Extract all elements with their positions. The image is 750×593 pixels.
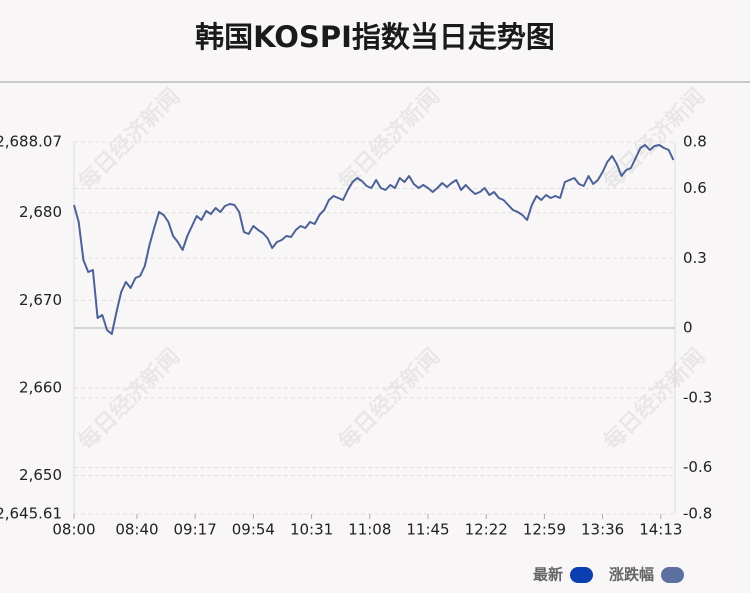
legend-label: 最新 bbox=[533, 566, 563, 584]
legend-label: 涨跌幅 bbox=[609, 566, 654, 584]
x-tick-label: 09:54 bbox=[232, 521, 275, 539]
x-tick-label: 08:00 bbox=[52, 521, 95, 539]
watermark: 每日经济新闻 bbox=[73, 343, 185, 455]
x-tick-label: 12:59 bbox=[523, 521, 566, 539]
y2-tick-label: -0.8 bbox=[683, 505, 712, 523]
legend-swatch bbox=[570, 567, 593, 583]
watermark: 每日经济新闻 bbox=[333, 83, 445, 195]
watermark: 每日经济新闻 bbox=[333, 343, 445, 455]
x-tick-label: 08:40 bbox=[115, 521, 158, 539]
y2-tick-label: 0.3 bbox=[683, 249, 707, 267]
x-tick-label: 14:13 bbox=[639, 521, 682, 539]
y2-tick-label: -0.6 bbox=[683, 458, 712, 476]
y-tick-label: 2,650 bbox=[19, 466, 62, 484]
x-tick-label: 13:36 bbox=[581, 521, 624, 539]
y2-tick-label: 0 bbox=[683, 319, 693, 337]
price-line bbox=[73, 144, 675, 335]
x-tick-label: 10:31 bbox=[290, 521, 333, 539]
y-tick-label: 2,660 bbox=[19, 378, 62, 396]
y2-tick-label: -0.3 bbox=[683, 388, 712, 406]
y-tick-label: 2,670 bbox=[19, 291, 62, 309]
x-tick-label: 09:17 bbox=[174, 521, 217, 539]
y-tick-label: 2,680 bbox=[19, 203, 62, 221]
x-tick-label: 12:22 bbox=[465, 521, 508, 539]
x-tick-label: 11:45 bbox=[406, 521, 449, 539]
y-tick-label: 2,645.61 bbox=[0, 505, 62, 523]
y2-tick-label: 0.6 bbox=[683, 179, 707, 197]
legend-swatch bbox=[661, 567, 684, 583]
x-tick-label: 11:08 bbox=[348, 521, 391, 539]
watermark: 每日经济新闻 bbox=[73, 83, 185, 195]
chart-title: 韩国KOSPI指数当日走势图 bbox=[195, 20, 555, 54]
y2-tick-label: 0.8 bbox=[683, 133, 707, 151]
y-tick-label: 2,688.07 bbox=[0, 133, 62, 151]
